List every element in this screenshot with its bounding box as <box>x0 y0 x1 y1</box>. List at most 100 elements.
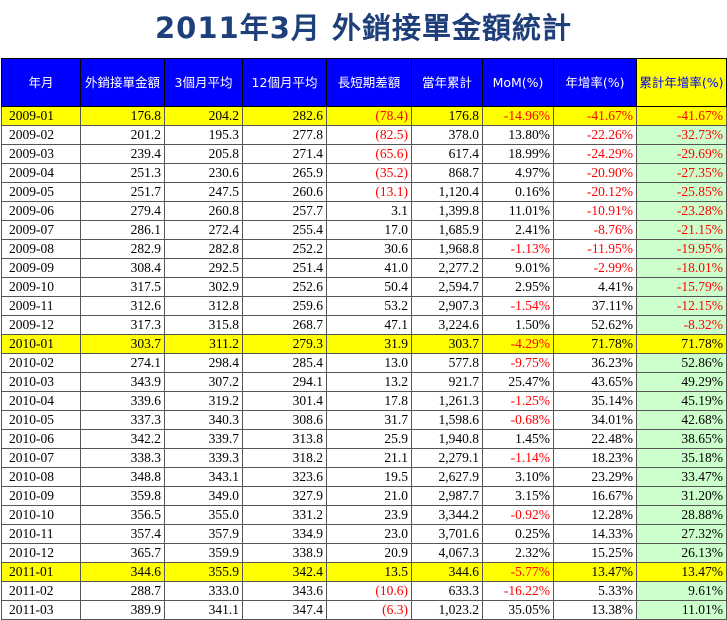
cell-spread: 20.9 <box>326 543 412 563</box>
cell-12m-avg: 255.4 <box>242 220 327 240</box>
cell-month: 2009-12 <box>1 315 81 335</box>
cell-export-orders: 317.5 <box>80 277 165 297</box>
table-row: 2009-06 279.4 260.8 257.7 3.1 1,399.8 11.01% -1… <box>1 201 727 221</box>
cell-ytd: 1,261.3 <box>411 391 483 411</box>
cell-yoy: -22.26% <box>553 125 637 145</box>
cell-month: 2009-01 <box>1 106 81 126</box>
cell-month: 2009-05 <box>1 182 81 202</box>
cell-12m-avg: 318.2 <box>242 448 327 468</box>
cell-spread: (13.1) <box>326 182 412 202</box>
cell-month: 2010-11 <box>1 524 81 544</box>
table-row: 2009-03 239.4 205.8 271.4 (65.6) 617.4 18.99% -… <box>1 144 727 164</box>
cell-export-orders: 279.4 <box>80 201 165 221</box>
cell-spread: 25.9 <box>326 429 412 449</box>
cell-mom: 9.01% <box>482 258 554 278</box>
cell-cum-yoy: 11.01% <box>636 600 727 620</box>
cell-mom: 4.97% <box>482 163 554 183</box>
cell-yoy: 18.23% <box>553 448 637 468</box>
cell-export-orders: 348.8 <box>80 467 165 487</box>
cell-yoy: -20.12% <box>553 182 637 202</box>
cell-month: 2010-06 <box>1 429 81 449</box>
cell-export-orders: 201.2 <box>80 125 165 145</box>
cell-mom: -4.29% <box>482 334 554 354</box>
cell-12m-avg: 257.7 <box>242 201 327 221</box>
cell-cum-yoy: 42.68% <box>636 410 727 430</box>
cell-cum-yoy: 31.20% <box>636 486 727 506</box>
cell-export-orders: 356.5 <box>80 505 165 525</box>
cell-ytd: 2,907.3 <box>411 296 483 316</box>
cell-12m-avg: 331.2 <box>242 505 327 525</box>
cell-yoy: 34.01% <box>553 410 637 430</box>
table-row: 2011-01 344.6 355.9 342.4 13.5 344.6 -5.77% 13.… <box>1 562 727 582</box>
cell-export-orders: 365.7 <box>80 543 165 563</box>
cell-ytd: 633.3 <box>411 581 483 601</box>
cell-3m-avg: 357.9 <box>164 524 243 544</box>
cell-month: 2010-12 <box>1 543 81 563</box>
cell-export-orders: 343.9 <box>80 372 165 392</box>
cell-ytd: 3,344.2 <box>411 505 483 525</box>
cell-cum-yoy: -15.79% <box>636 277 727 297</box>
cell-spread: 17.0 <box>326 220 412 240</box>
cell-month: 2009-06 <box>1 201 81 221</box>
cell-spread: 30.6 <box>326 239 412 259</box>
cell-yoy: 37.11% <box>553 296 637 316</box>
cell-export-orders: 312.6 <box>80 296 165 316</box>
cell-month: 2009-03 <box>1 144 81 164</box>
cell-12m-avg: 259.6 <box>242 296 327 316</box>
cell-ytd: 1,685.9 <box>411 220 483 240</box>
header-cum-yoy: 累計年增率(%) <box>636 58 727 107</box>
cell-cum-yoy: 26.13% <box>636 543 727 563</box>
cell-ytd: 577.8 <box>411 353 483 373</box>
cell-3m-avg: 359.9 <box>164 543 243 563</box>
cell-mom: 18.99% <box>482 144 554 164</box>
cell-month: 2011-01 <box>1 562 81 582</box>
table-row: 2010-02 274.1 298.4 285.4 13.0 577.8 -9.75% 36.… <box>1 353 727 373</box>
cell-spread: (82.5) <box>326 125 412 145</box>
cell-cum-yoy: -23.28% <box>636 201 727 221</box>
cell-mom: 35.05% <box>482 600 554 620</box>
page-title: 2011年3月 外銷接單金額統計 <box>155 11 572 45</box>
cell-export-orders: 338.3 <box>80 448 165 468</box>
cell-mom: 1.45% <box>482 429 554 449</box>
cell-3m-avg: 282.8 <box>164 239 243 259</box>
cell-mom: 2.95% <box>482 277 554 297</box>
cell-ytd: 2,277.2 <box>411 258 483 278</box>
cell-yoy: 35.14% <box>553 391 637 411</box>
header-month: 年月 <box>1 58 81 107</box>
cell-ytd: 868.7 <box>411 163 483 183</box>
cell-export-orders: 337.3 <box>80 410 165 430</box>
table-header-row: 年月 外銷接單金額 3個月平均 12個月平均 長短期差額 當年累計 MoM(%)… <box>1 58 727 107</box>
cell-mom: -1.54% <box>482 296 554 316</box>
table-row: 2009-07 286.1 272.4 255.4 17.0 1,685.9 2.41% -8… <box>1 220 727 240</box>
cell-12m-avg: 285.4 <box>242 353 327 373</box>
table-row: 2010-10 356.5 355.0 331.2 23.9 3,344.2 -0.92% 1… <box>1 505 727 525</box>
cell-12m-avg: 252.6 <box>242 277 327 297</box>
cell-export-orders: 303.7 <box>80 334 165 354</box>
cell-export-orders: 282.9 <box>80 239 165 259</box>
cell-ytd: 4,067.3 <box>411 543 483 563</box>
cell-spread: 41.0 <box>326 258 412 278</box>
cell-spread: (35.2) <box>326 163 412 183</box>
cell-3m-avg: 311.2 <box>164 334 243 354</box>
cell-mom: -14.96% <box>482 106 554 126</box>
cell-cum-yoy: 38.65% <box>636 429 727 449</box>
cell-12m-avg: 277.8 <box>242 125 327 145</box>
cell-12m-avg: 268.7 <box>242 315 327 335</box>
cell-yoy: 43.65% <box>553 372 637 392</box>
cell-12m-avg: 271.4 <box>242 144 327 164</box>
cell-cum-yoy: 49.29% <box>636 372 727 392</box>
header-export-orders: 外銷接單金額 <box>80 58 165 107</box>
table-row: 2009-04 251.3 230.6 265.9 (35.2) 868.7 4.97% -2… <box>1 163 727 183</box>
cell-mom: 1.50% <box>482 315 554 335</box>
table-row: 2011-02 288.7 333.0 343.6 (10.6) 633.3 -16.22%… <box>1 581 727 601</box>
cell-cum-yoy: 45.19% <box>636 391 727 411</box>
cell-12m-avg: 313.8 <box>242 429 327 449</box>
cell-yoy: -8.76% <box>553 220 637 240</box>
cell-month: 2011-02 <box>1 581 81 601</box>
cell-mom: -5.77% <box>482 562 554 582</box>
cell-mom: 25.47% <box>482 372 554 392</box>
cell-export-orders: 357.4 <box>80 524 165 544</box>
cell-3m-avg: 272.4 <box>164 220 243 240</box>
cell-yoy: -10.91% <box>553 201 637 221</box>
cell-ytd: 2,279.1 <box>411 448 483 468</box>
